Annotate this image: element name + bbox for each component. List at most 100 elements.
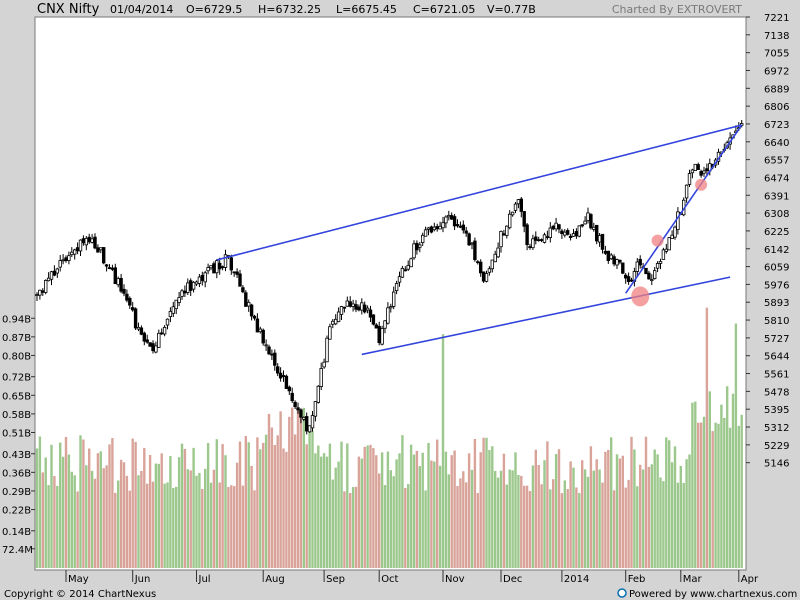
price-axis: 7221 7138 7055 6972 6889 6806 6723 6640 6557 6474… (746, 13, 789, 470)
candle-body (316, 385, 320, 403)
volume-bar (717, 423, 720, 568)
volume-bar (691, 402, 694, 568)
candle-body (275, 366, 280, 374)
volume-bar (209, 482, 213, 568)
volume-bar (485, 437, 488, 568)
volume-bar (502, 453, 506, 568)
volume-bar (204, 468, 207, 568)
volume-tick-label: 0.14B (2, 527, 31, 538)
candle-body (183, 290, 187, 294)
price-tick-label: 5644 (764, 352, 789, 363)
volume-bar (418, 466, 421, 568)
volume-bar (53, 476, 56, 568)
volume-bar (534, 449, 537, 568)
candle-body (319, 368, 323, 387)
volume-bar (378, 473, 381, 568)
volume-bar (543, 460, 546, 568)
price-tick-label: 5810 (764, 316, 789, 327)
candle-body (130, 307, 135, 311)
candle-body (531, 238, 535, 249)
trendlines (216, 124, 743, 356)
volume-bar (412, 454, 416, 568)
candle-body (188, 280, 193, 291)
candle-body (597, 235, 602, 243)
volume-bar (682, 483, 685, 568)
candle-body (490, 259, 494, 270)
candle-body (400, 267, 405, 278)
candle-body (84, 237, 88, 246)
volume-bar (659, 477, 662, 568)
candle-body (380, 328, 384, 345)
volume-bar (633, 449, 636, 568)
volume-bar (322, 453, 326, 568)
volume-bar (566, 489, 569, 568)
volume-bar (441, 334, 445, 568)
candle-body (331, 320, 335, 325)
volume-bar (734, 323, 738, 568)
candle-body (310, 415, 315, 429)
volume-bar (459, 478, 462, 568)
candle-body (464, 230, 468, 234)
candle-body (638, 258, 642, 266)
candle-body (365, 307, 370, 311)
candle-body (325, 337, 329, 363)
volume-bar (195, 475, 198, 568)
price-tick-label: 6474 (764, 173, 789, 184)
candle-body (281, 375, 286, 377)
volume-bar (499, 470, 503, 568)
volume-bar (592, 470, 595, 568)
candle-body (44, 280, 48, 293)
volume-bar (56, 485, 59, 568)
volume-bar (702, 416, 706, 568)
candle-body (249, 304, 254, 317)
time-axis: May Jun Jul Aug Sep Oct Nov Dec 2014 Feb Mar Apr (65, 570, 759, 585)
volume-bar (293, 434, 297, 568)
candle-body (241, 287, 245, 293)
candle-body (667, 237, 671, 251)
volume-bar (79, 435, 82, 568)
candle-body (406, 264, 410, 270)
candle-body (673, 226, 677, 238)
candle-body (252, 315, 257, 319)
volume-bar (357, 456, 361, 568)
volume-bar (572, 467, 575, 568)
volume-bar (662, 481, 665, 568)
volume-bar (380, 452, 384, 568)
volume-bar (427, 442, 430, 568)
volume-bar (206, 442, 210, 568)
volume-bar (160, 453, 163, 568)
trendline-rising-support (625, 124, 743, 294)
candle-body (461, 224, 465, 231)
candle-body (580, 224, 584, 227)
candle-body (52, 270, 57, 276)
volume-bar (436, 439, 439, 568)
volume-bar (140, 470, 143, 568)
candle-body (696, 164, 700, 170)
symbol-title: CNX Nifty (37, 2, 100, 17)
candle-body (551, 225, 555, 230)
volume-tick-label: 0.58B (2, 410, 31, 421)
volume-bar (93, 478, 97, 568)
candle-body (116, 278, 120, 286)
time-tick-label: 2014 (564, 574, 589, 585)
candle-body (246, 301, 251, 307)
time-tick-label: Jun (134, 574, 151, 585)
volume-bar (35, 448, 39, 568)
candle-body (391, 291, 396, 307)
candle-body (70, 251, 74, 256)
volume-bar (238, 441, 242, 568)
volume-bar (395, 459, 398, 568)
candle-body (186, 282, 190, 293)
quote-low: L=6675.45 (336, 3, 397, 16)
candle-body (75, 247, 80, 252)
volume-bar (177, 457, 181, 568)
candle-body (519, 198, 523, 212)
candle-body (368, 309, 373, 318)
candle-body (676, 211, 680, 230)
candle-body (49, 271, 54, 280)
volume-bar (650, 464, 653, 568)
candle-body (621, 262, 625, 274)
volume-bar (450, 455, 453, 568)
volume-bar (615, 454, 619, 568)
volume-bar (285, 451, 288, 568)
